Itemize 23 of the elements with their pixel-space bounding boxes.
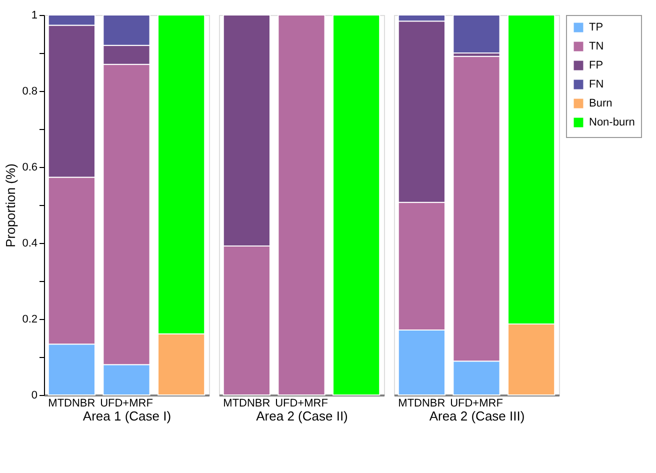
legend-label: FN: [589, 78, 604, 90]
y-tick-label: 1: [31, 10, 38, 22]
y-tick-label: 0.6: [22, 162, 38, 174]
x-tick-label: MTDNBR: [223, 398, 270, 410]
x-tick-label: UFD+MRF: [275, 398, 328, 410]
y-tick-label: 0.2: [22, 314, 38, 326]
legend-label: Non-burn: [589, 116, 635, 128]
x-axis-title: Area 2 (Case III): [429, 408, 525, 424]
y-tick-label: 0: [31, 390, 38, 402]
legend-label: FP: [589, 60, 604, 72]
legend-label: Burn: [589, 98, 612, 110]
y-axis-title: Proportion (%): [3, 164, 18, 248]
y-tick-label: 0.8: [22, 86, 38, 98]
x-tick-label: UFD+MRF: [100, 398, 154, 410]
x-axis-title: Area 1 (Case I): [82, 408, 172, 424]
x-tick-label: UFD+MRF: [450, 398, 504, 410]
y-tick-label: 0.4: [22, 238, 38, 250]
legend-label: TN: [589, 40, 604, 52]
bar: [452, 14, 500, 54]
x-tick-label: MTDNBR: [398, 398, 446, 410]
x-axis-title: Area 2 (Case II): [256, 408, 348, 424]
x-tick-label: MTDNBR: [48, 398, 96, 410]
legend-label: TP: [589, 22, 604, 34]
